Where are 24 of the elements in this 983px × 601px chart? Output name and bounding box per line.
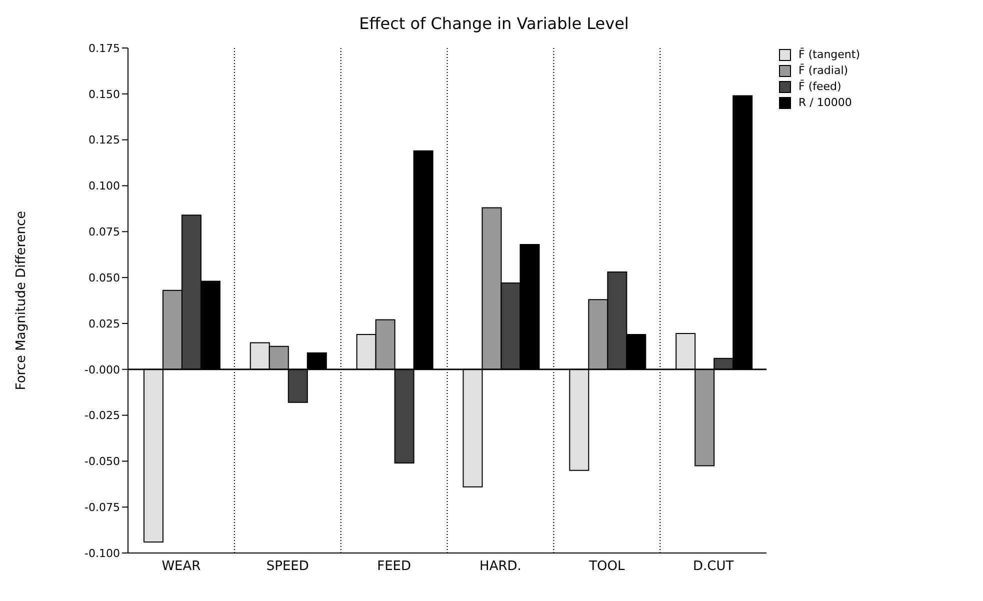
y-tick-label: 0.175 (88, 42, 120, 55)
y-tick-label: 0.100 (88, 180, 120, 193)
y-tick-label: 0.025 (88, 317, 120, 330)
x-tick-label: FEED (377, 559, 412, 574)
legend-label: R / 10000 (798, 96, 852, 109)
legend-label: F̄ (tangent) (798, 48, 860, 61)
y-tick-label: -0.050 (84, 455, 120, 468)
y-tick-label: 0.050 (88, 271, 120, 284)
y-tick-label: 0.150 (88, 88, 120, 101)
x-tick-label: TOOL (588, 559, 626, 574)
legend-label: F̄ (radial) (798, 64, 848, 77)
y-tick-label: 0.075 (88, 226, 120, 239)
y-tick-label: -0.000 (84, 363, 120, 376)
x-tick-label: D.CUT (692, 559, 734, 574)
x-tick-label: SPEED (266, 559, 309, 574)
x-tick-label: WEAR (162, 559, 201, 574)
y-tick-label: -0.100 (84, 546, 120, 560)
y-tick-label: 0.125 (88, 134, 120, 147)
x-tick-label: HARD. (480, 559, 522, 574)
chart-title: Effect of Change in Variable Level (358, 14, 630, 33)
y-axis-title: Force Magnitude Difference (14, 210, 30, 390)
y-tick-label: -0.025 (84, 409, 120, 422)
y-tick-label: -0.075 (84, 500, 120, 514)
legend-label: F̄ (feed) (798, 80, 842, 93)
